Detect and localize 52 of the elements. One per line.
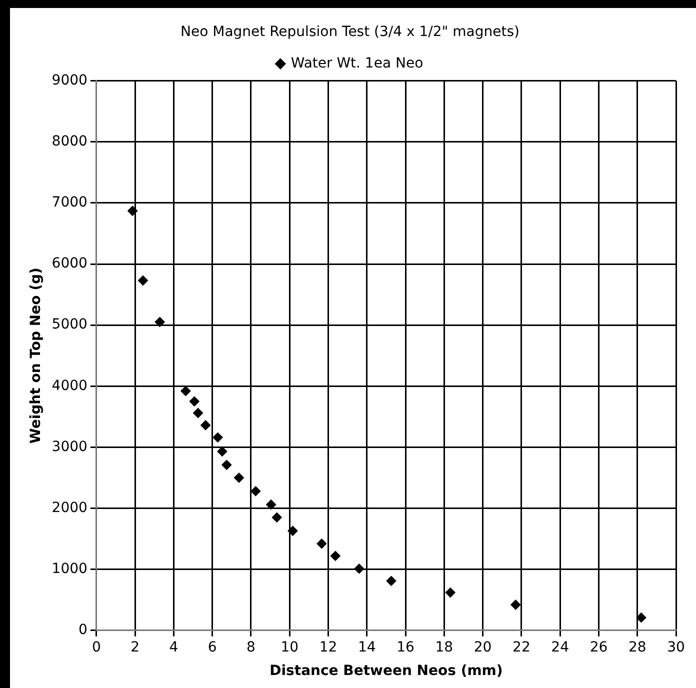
- x-tick-label: 24: [551, 639, 570, 656]
- x-axis-title: Distance Between Neos (mm): [270, 663, 503, 680]
- point: [193, 408, 204, 418]
- point: [217, 446, 228, 456]
- y-tick-label: 9000: [52, 72, 88, 88]
- x-tick-label: 26: [590, 639, 608, 656]
- point: [266, 500, 276, 510]
- point: [330, 550, 340, 561]
- point: [212, 432, 223, 442]
- y-tick-label: 2000: [52, 500, 88, 516]
- x-tick-label: 0: [92, 639, 101, 656]
- y-tick-label: 4000: [52, 378, 88, 394]
- point: [354, 564, 364, 574]
- point: [316, 538, 327, 549]
- point: [636, 612, 646, 623]
- point: [272, 512, 282, 522]
- x-tick-label: 6: [208, 639, 217, 656]
- point: [154, 317, 165, 328]
- x-tick-label: 22: [512, 639, 530, 656]
- x-tick-label: 20: [474, 639, 492, 656]
- point: [386, 576, 396, 586]
- point: [200, 420, 211, 430]
- legend-label: Water Wt. 1ea Neo: [290, 55, 424, 72]
- x-tick-label: 4: [169, 639, 178, 656]
- point: [180, 386, 191, 396]
- y-tick-label: 8000: [52, 134, 88, 150]
- x-tick-label: 28: [628, 639, 646, 656]
- point: [288, 526, 298, 536]
- point: [222, 460, 232, 470]
- y-axis-title: Weight on Top Neo (g): [28, 268, 44, 444]
- x-tick-label: 8: [246, 639, 256, 656]
- y-tick-label: 6000: [52, 256, 88, 272]
- y-tick-label: 0: [78, 622, 88, 638]
- x-tick-label: 18: [435, 639, 454, 656]
- point: [189, 396, 200, 406]
- x-tick-label: 16: [396, 639, 415, 656]
- point: [510, 600, 521, 610]
- point: [250, 486, 261, 496]
- y-tick-label: 1000: [52, 560, 88, 577]
- y-tick-label: 5000: [52, 316, 88, 333]
- x-tick-label: 14: [358, 639, 376, 656]
- point: [138, 275, 148, 286]
- x-tick-label: 30: [667, 639, 685, 656]
- y-tick-label: 7000: [52, 194, 88, 211]
- x-tick-label: 10: [280, 639, 299, 656]
- chart-title: Neo Magnet Repulsion Test (3/4 x 1/2" magnets): [180, 24, 520, 40]
- point: [234, 472, 244, 483]
- point: [128, 206, 138, 216]
- y-tick-label: 3000: [52, 438, 88, 455]
- x-tick-label: 12: [319, 639, 338, 656]
- x-tick-label: 2: [130, 639, 140, 656]
- point: [445, 588, 456, 598]
